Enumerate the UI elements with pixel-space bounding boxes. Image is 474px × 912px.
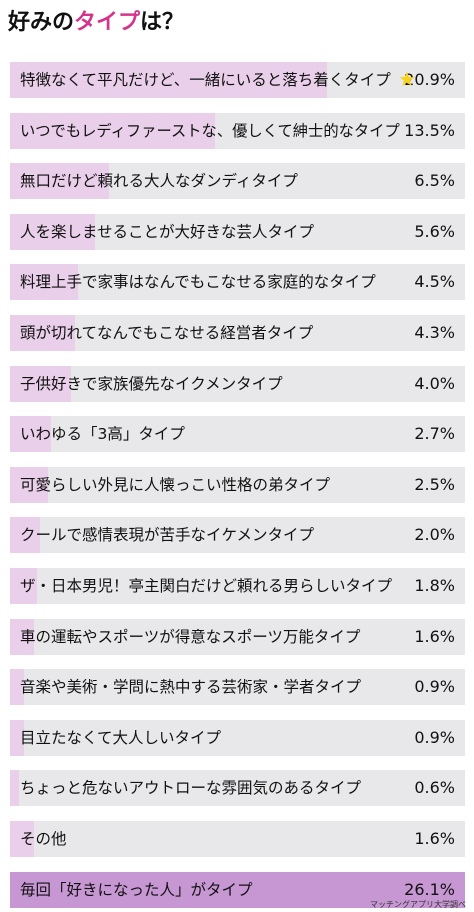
- bar-label: 子供好きで家族優先なイクメンタイプ: [20, 374, 283, 393]
- bar-value: 1.6%: [414, 829, 455, 848]
- bar-fill: [10, 770, 20, 807]
- bar-row: 特徴なくて平凡だけど、一緒にいると落ち着くタイプ 20.9% ★: [10, 62, 465, 98]
- bar-row: 人を楽しませることが大好きな芸人タイプ 5.6%: [10, 213, 465, 250]
- bar-row: 音楽や美術・学問に熱中する芸術家・学者タイプ 0.9%: [10, 669, 465, 706]
- bar-label: 特徴なくて平凡だけど、一緒にいると落ち着くタイプ: [20, 71, 391, 89]
- bar-row: 目立たなくて大人しいタイプ 0.9%: [10, 719, 465, 756]
- bar-label: 可愛らしい外見に人懐っこい性格の弟タイプ: [20, 475, 331, 494]
- bar-label: 毎回「好きになった人」がタイプ: [20, 880, 253, 899]
- bar-label: 目立たなくて大人しいタイプ: [20, 728, 222, 747]
- bar-fill: [10, 618, 35, 655]
- bar-fill: [10, 821, 35, 857]
- title-pre: 好みの: [8, 10, 75, 35]
- chart-title: 好みのタイプは？: [8, 4, 184, 36]
- bar-fill: [10, 264, 79, 301]
- bar-label: 人を楽しませることが大好きな芸人タイプ: [20, 222, 315, 241]
- bar-value: 5.6%: [414, 221, 455, 241]
- source-note: マッチングアプリ大学調べ: [370, 900, 466, 909]
- bar-row: 頭が切れてなんでもこなせる経営者タイプ 4.3%: [10, 315, 465, 351]
- bar-row: その他 1.6%: [10, 821, 465, 857]
- bar-fill: [10, 517, 41, 554]
- bar-label: ザ・日本男児！亭主関白だけど頼れる男らしいタイプ: [20, 577, 393, 595]
- bar-fill: [10, 871, 406, 908]
- bar-value: 6.5%: [414, 171, 455, 191]
- bar-fill: [10, 62, 327, 98]
- bar-value: 13.5%: [404, 120, 455, 140]
- bar-value: 20.9%: [404, 70, 455, 89]
- bar-label: 無口だけど頼れる大人なダンディタイプ: [20, 172, 298, 191]
- bar-fill: [10, 112, 215, 149]
- bar-row: いわゆる「3高」タイプ 2.7%: [10, 416, 465, 453]
- bar-row: 無口だけど頼れる大人なダンディタイプ 6.5%: [10, 163, 465, 200]
- bar-value: 4.0%: [414, 373, 455, 393]
- bar-value: 0.9%: [414, 727, 455, 747]
- bar-value: 1.8%: [414, 576, 455, 595]
- bar-label: クールで感情表現が苦手なイケメンタイプ: [20, 526, 315, 545]
- bar-row: ザ・日本男児！亭主関白だけど頼れる男らしいタイプ 1.8%: [10, 568, 465, 604]
- bar-fill: [10, 365, 71, 402]
- bar-value: 2.5%: [414, 474, 455, 494]
- title-highlight: タイプ: [74, 10, 141, 35]
- bar-fill: [10, 416, 51, 453]
- bar-value: 1.6%: [414, 626, 455, 646]
- bar-label: ちょっと危ないアウトローな雰囲気のあるタイプ: [20, 779, 362, 798]
- bar-fill: [10, 315, 76, 351]
- bar-fill: [10, 568, 38, 604]
- bar-row: 子供好きで家族優先なイクメンタイプ 4.0%: [10, 365, 465, 402]
- title-post: は？: [140, 10, 185, 35]
- bar-row: 可愛らしい外見に人懐っこい性格の弟タイプ 2.5%: [10, 466, 465, 503]
- bar-row: いつでもレディファーストな、優しくて紳士的なタイプ 13.5%: [10, 112, 465, 149]
- bar-value: 0.9%: [414, 677, 455, 697]
- bar-label: 音楽や美術・学問に熱中する芸術家・学者タイプ: [20, 678, 362, 697]
- bar-label: その他: [20, 830, 67, 848]
- bar-value: 4.5%: [414, 272, 455, 292]
- star-icon: ★: [398, 67, 416, 91]
- bar-row: 車の運転やスポーツが得意なスポーツ万能タイプ 1.6%: [10, 618, 465, 655]
- bar-row: クールで感情表現が苦手なイケメンタイプ 2.0%: [10, 517, 465, 554]
- bar-label: 料理上手で家事はなんでもこなせる家庭的なタイプ: [20, 273, 376, 292]
- bar-fill: [10, 213, 95, 250]
- bar-fill: [10, 163, 109, 200]
- bar-label: 頭が切れてなんでもこなせる経営者タイプ: [20, 324, 314, 342]
- bar-label: いわゆる「3高」タイプ: [20, 425, 185, 444]
- bar-label: いつでもレディファーストな、優しくて紳士的なタイプ: [20, 121, 400, 140]
- bar-fill: [10, 466, 48, 503]
- bar-label: 車の運転やスポーツが得意なスポーツ万能タイプ: [20, 627, 361, 646]
- bar-value: 4.3%: [414, 323, 455, 342]
- bar-row: 毎回「好きになった人」がタイプ 26.1%: [10, 871, 465, 908]
- bar-fill: [10, 719, 24, 756]
- bar-value: 0.6%: [414, 778, 455, 798]
- bar-value: 2.0%: [414, 525, 455, 545]
- bar-row: ちょっと危ないアウトローな雰囲気のあるタイプ 0.6%: [10, 770, 465, 807]
- bar-row: 料理上手で家事はなんでもこなせる家庭的なタイプ 4.5%: [10, 264, 465, 301]
- bar-value: 2.7%: [414, 424, 455, 444]
- bar-fill: [10, 669, 24, 706]
- bar-value: 26.1%: [404, 879, 455, 899]
